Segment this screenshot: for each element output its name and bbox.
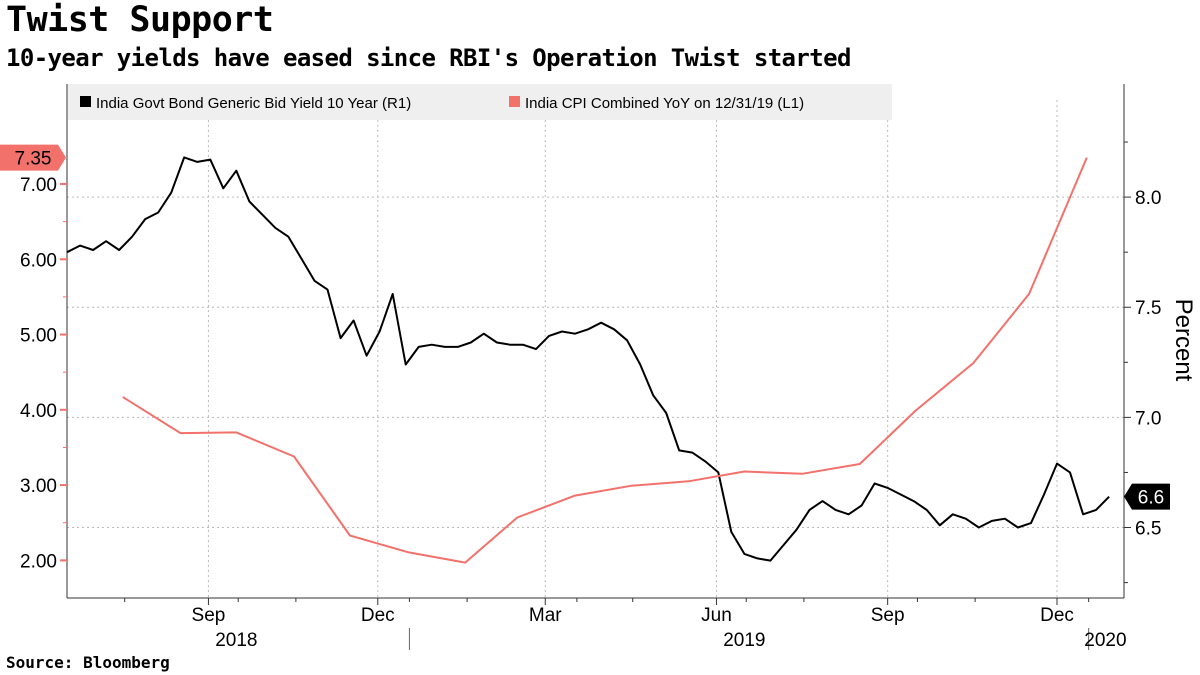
x-axis-year-label: 2018 <box>215 630 257 651</box>
chart-title: Twist Support <box>6 0 274 40</box>
last-value-label-yield: 6.6 <box>1138 488 1164 509</box>
x-axis-month-label: Dec <box>361 605 395 626</box>
left-axis-tick-label: 4.00 <box>20 401 57 422</box>
x-axis-month-label: Sep <box>871 605 905 626</box>
left-axis-tick-label: 6.00 <box>20 250 57 271</box>
legend-label-cpi: India CPI Combined YoY on 12/31/19 (L1) <box>525 95 804 112</box>
right-axis-tick-label: 8.0 <box>1135 188 1161 209</box>
chart-subtitle: 10-year yields have eased since RBI's Op… <box>6 44 851 72</box>
series <box>66 156 1110 564</box>
x-axis-month-label: Mar <box>529 605 562 626</box>
left-axis-tick-label: 5.00 <box>20 326 57 347</box>
x-axis-year-label: 2019 <box>723 630 765 651</box>
last-value-label-cpi: 7.35 <box>15 149 52 170</box>
last-value-tag-cpi <box>0 144 66 171</box>
right-axis-tick-label: 7.5 <box>1135 298 1161 319</box>
legend-swatch-yield <box>80 96 91 107</box>
legend-label-yield: India Govt Bond Generic Bid Yield 10 Yea… <box>96 95 411 112</box>
x-axis-month-label: Jun <box>701 605 732 626</box>
x-axis-month-label: Sep <box>192 605 226 626</box>
gridlines <box>67 100 1124 598</box>
x-axis-year-label: 2020 <box>1084 630 1126 651</box>
left-axis-tick-label: 2.00 <box>20 551 57 572</box>
right-axis-tick-label: 7.0 <box>1135 408 1161 429</box>
series-line-cpi <box>122 157 1088 564</box>
series-line-yield <box>66 156 1110 562</box>
legend: India Govt Bond Generic Bid Yield 10 Yea… <box>68 84 892 120</box>
x-axis-month-label: Dec <box>1040 605 1074 626</box>
right-axis-tick-label: 6.5 <box>1135 519 1161 540</box>
last-value-tags: 7.35 6.6 <box>0 144 1170 510</box>
last-value-tag-yield <box>1124 483 1170 510</box>
source-note: Source: Bloomberg <box>6 653 170 672</box>
left-axis-tick-label: 3.00 <box>20 476 57 497</box>
legend-background <box>68 84 892 120</box>
legend-swatch-cpi <box>509 96 520 107</box>
right-axis-label: Percent <box>1170 299 1197 382</box>
left-axis-tick-label: 7.00 <box>20 175 57 196</box>
axes: 2.00 3.00 4.00 5.00 6.00 7.00 6.5 7.0 7.5 8.0 Sep D… <box>20 84 1161 651</box>
